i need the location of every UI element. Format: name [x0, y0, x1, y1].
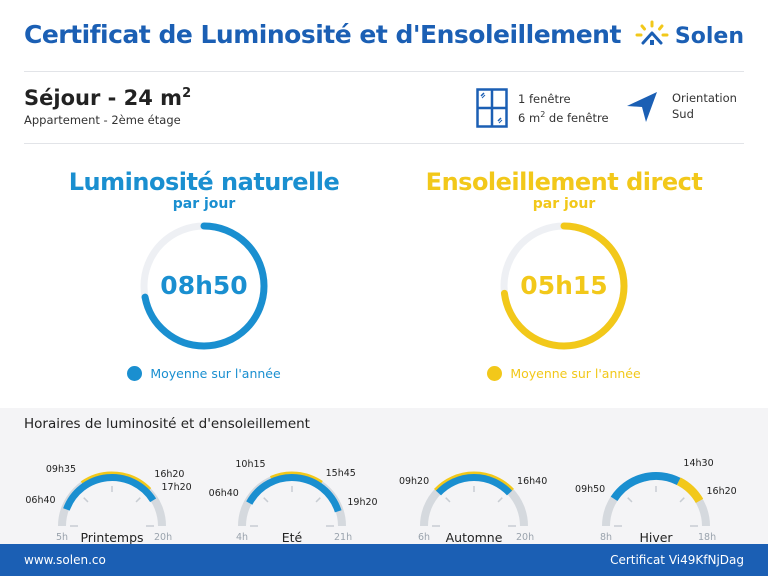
season-gauge-ete: 06h40 10h15 15h45 19h20 4h 21h Eté [202, 448, 382, 545]
sunshine-legend: Moyenne sur l'année [414, 366, 714, 381]
room-info: Séjour - 24 m2 Appartement - 2ème étage [24, 86, 191, 127]
certificate-id: Certificat Vi49KfNjDag [610, 553, 744, 567]
room-title: Séjour - 24 m2 [24, 86, 192, 110]
luminosity-start-label: 06h40 [25, 494, 56, 506]
sunshine-start-label: 09h35 [45, 464, 77, 476]
season-arc-chart [58, 471, 166, 527]
sunshine-ring: 05h15 [498, 220, 630, 352]
sunshine-value: 05h15 [520, 271, 608, 300]
window-text: 1 fenêtre 6 m2 de fenêtre [518, 91, 609, 126]
sunshine-metric: Ensoleillement direct par jour 05h15 Moy… [414, 168, 714, 381]
orientation-label: Orientation [672, 91, 737, 105]
season-name: Automne [445, 530, 503, 545]
divider [24, 143, 744, 144]
sunshine-end-label: 15h45 [325, 467, 356, 479]
luminosity-ring: 08h50 [138, 220, 270, 352]
end-time-label: 16h40 [517, 475, 548, 487]
schedule-section: Horaires de luminosité et d'ensoleilleme… [0, 408, 768, 545]
season-name: Hiver [639, 530, 673, 545]
axis-start-label: 5h [56, 532, 69, 543]
luminosity-legend-label: Moyenne sur l'année [150, 366, 281, 381]
orientation-value: Sud [672, 107, 694, 121]
season-arc-chart [602, 472, 710, 527]
logo[interactable]: Solen [635, 20, 744, 52]
axis-end-label: 20h [154, 532, 173, 543]
axis-end-label: 20h [516, 532, 535, 543]
sunshine-title: Ensoleillement direct [425, 168, 703, 196]
orientation-info: Orientation Sud [626, 90, 737, 128]
website-link[interactable]: www.solen.co [24, 553, 106, 567]
page-title: Certificat de Luminosité et d'Ensoleille… [24, 20, 621, 49]
start-time-label: 09h20 [398, 475, 430, 487]
direction-arrow-icon [626, 90, 660, 128]
axis-start-label: 4h [236, 532, 249, 543]
luminosity-start-label: 09h50 [575, 483, 606, 495]
season-name: Eté [281, 530, 303, 545]
room-subtitle: Appartement - 2ème étage [24, 113, 181, 127]
sunshine-start-label: 10h15 [235, 458, 266, 470]
orientation-text: Orientation Sud [672, 90, 737, 122]
axis-start-label: 6h [418, 532, 431, 543]
legend-dot-icon [487, 366, 503, 381]
window-area: 6 m2 de fenêtre [518, 110, 609, 125]
schedule-title: Horaires de luminosité et d'ensoleilleme… [24, 416, 310, 432]
luminosity-end-label: 17h20 [161, 482, 192, 494]
season-gauge-printemps: 06h40 09h35 16h20 17h20 5h 20h Printemps [22, 448, 202, 545]
logo-text: Solen [674, 23, 744, 49]
footer: www.solen.co Certificat Vi49KfNjDag [0, 544, 768, 576]
sunshine-end-label: 16h20 [706, 486, 737, 497]
sunshine-subtitle: par jour [532, 196, 596, 212]
sun-house-logo-icon [635, 20, 669, 52]
window-count: 1 fenêtre [518, 92, 571, 106]
season-gauge-automne: 09h20 16h40 6h 20h Automne [384, 448, 564, 545]
legend-dot-icon [127, 366, 143, 381]
luminosity-start-label: 06h40 [208, 487, 239, 499]
luminosity-legend: Moyenne sur l'année [54, 366, 354, 381]
season-arc-chart [420, 471, 528, 527]
axis-start-label: 8h [600, 532, 613, 543]
sunshine-end-label: 16h20 [154, 469, 185, 481]
divider [24, 71, 744, 72]
luminosity-metric: Luminosité naturelle par jour 08h50 Moye… [54, 168, 354, 381]
season-arc-chart [238, 471, 346, 527]
sunshine-start-label: 14h30 [683, 458, 714, 470]
axis-end-label: 21h [334, 532, 353, 543]
window-info: 1 fenêtre 6 m2 de fenêtre [476, 88, 609, 132]
season-name: Printemps [80, 530, 144, 545]
sunshine-legend-label: Moyenne sur l'année [510, 366, 641, 381]
season-gauge-hiver: 09h50 14h30 16h20 8h 18h Hiver [566, 448, 746, 545]
header: Certificat de Luminosité et d'Ensoleille… [24, 18, 744, 58]
axis-end-label: 18h [698, 532, 717, 543]
luminosity-value: 08h50 [160, 271, 248, 300]
luminosity-end-label: 19h20 [347, 497, 378, 509]
luminosity-title: Luminosité naturelle [68, 168, 340, 196]
window-icon [476, 88, 508, 132]
luminosity-subtitle: par jour [172, 196, 236, 212]
